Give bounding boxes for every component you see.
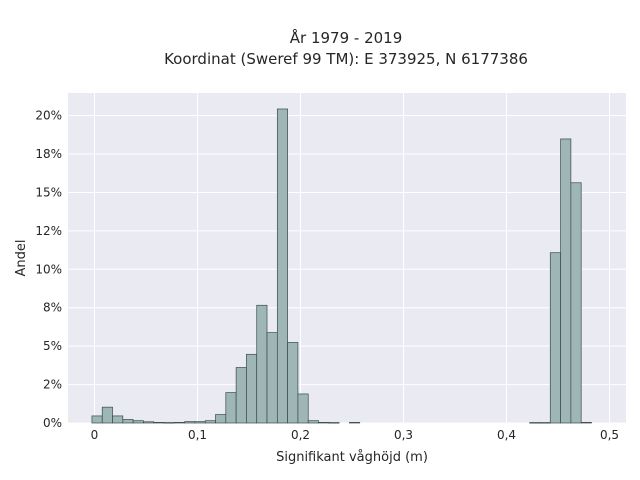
grid-lines — [68, 93, 626, 424]
y-tick-label: 0% — [43, 416, 62, 430]
y-tick-label: 8% — [43, 301, 62, 315]
histogram-bar — [349, 422, 361, 424]
histogram-bar — [215, 414, 227, 424]
y-tick-label: 2% — [43, 378, 62, 392]
histogram-bar — [235, 367, 247, 424]
x-tick-label: 0,3 — [394, 428, 413, 442]
histogram-bar — [225, 392, 237, 424]
y-axis-label: Andel — [14, 240, 29, 277]
histogram-bar — [266, 332, 278, 424]
bars-group — [91, 108, 592, 424]
x-tick-label: 0,1 — [188, 428, 207, 442]
histogram-bar — [143, 421, 155, 424]
histogram-bar — [184, 421, 196, 424]
x-tick-label: 0 — [91, 428, 99, 442]
y-tick-label: 18% — [35, 147, 62, 161]
histogram-bar — [194, 421, 206, 424]
histogram-bar — [122, 419, 134, 424]
histogram-bar — [560, 138, 572, 424]
histogram-bar — [297, 393, 309, 424]
histogram-bar — [529, 422, 541, 424]
plot-area — [68, 93, 626, 423]
chart-title-block: År 1979 - 2019 Koordinat (Sweref 99 TM):… — [0, 28, 640, 70]
histogram-bar — [153, 422, 165, 424]
histogram-bar — [173, 422, 185, 424]
histogram-bar — [112, 415, 124, 424]
chart-subtitle: Koordinat (Sweref 99 TM): E 373925, N 61… — [164, 50, 528, 68]
histogram-bar — [246, 353, 258, 424]
x-tick-labels: 0 0,1 0,2 0,3 0,4 0,5 — [91, 428, 619, 442]
histogram-bar — [328, 422, 340, 424]
y-tick-label: 20% — [35, 109, 62, 123]
y-tick-label: 12% — [35, 224, 62, 238]
x-tick-label: 0,4 — [497, 428, 516, 442]
y-tick-labels: 0% 2% 5% 8% 10% 12% 15% 18% 20% — [35, 109, 62, 430]
histogram-bar — [307, 420, 319, 424]
histogram-bar — [132, 420, 144, 424]
histogram-bar — [101, 406, 113, 424]
histogram-bar — [256, 304, 268, 424]
histogram-bar — [570, 182, 582, 424]
y-tick-label: 10% — [35, 262, 62, 276]
histogram-bar — [204, 420, 216, 424]
y-tick-label: 15% — [35, 185, 62, 199]
y-tick-label: 5% — [43, 339, 62, 353]
histogram-bar — [318, 422, 330, 424]
x-tick-label: 0,2 — [291, 428, 310, 442]
histogram-bar — [539, 422, 551, 424]
histogram-bar — [549, 252, 561, 424]
histogram-bar — [163, 422, 175, 424]
x-tick-label: 0,5 — [600, 428, 619, 442]
chart-title: År 1979 - 2019 — [289, 29, 403, 47]
histogram-bar — [287, 342, 299, 424]
x-axis-label: Signifikant våghöjd (m) — [276, 450, 428, 465]
histogram-bar — [276, 108, 288, 424]
histogram-bar — [580, 422, 592, 424]
histogram-bar — [91, 415, 103, 424]
